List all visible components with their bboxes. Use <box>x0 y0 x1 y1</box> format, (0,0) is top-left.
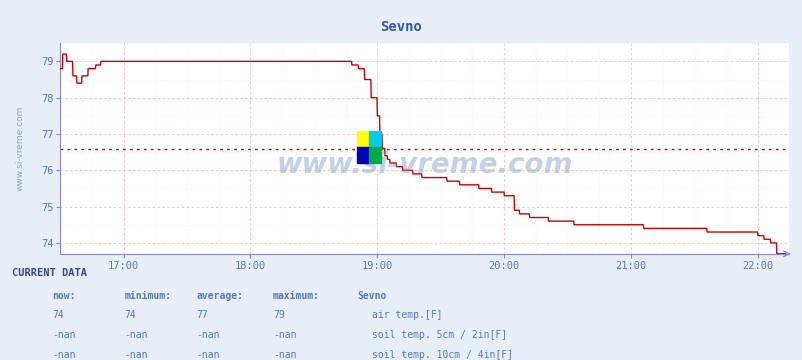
Text: www.si-vreme.com: www.si-vreme.com <box>276 151 573 179</box>
Text: 74: 74 <box>52 310 64 320</box>
Text: -nan: -nan <box>196 350 220 360</box>
Text: www.si-vreme.com: www.si-vreme.com <box>15 106 25 191</box>
Text: Sevno: Sevno <box>357 291 387 301</box>
Text: -nan: -nan <box>196 330 220 340</box>
Text: average:: average: <box>196 291 244 301</box>
Text: soil temp. 10cm / 4in[F]: soil temp. 10cm / 4in[F] <box>371 350 512 360</box>
Bar <box>357 131 369 147</box>
Text: 77: 77 <box>196 310 209 320</box>
Text: CURRENT DATA: CURRENT DATA <box>12 268 87 278</box>
Text: -nan: -nan <box>52 350 75 360</box>
Text: 74: 74 <box>124 310 136 320</box>
Text: -nan: -nan <box>52 330 75 340</box>
Text: -nan: -nan <box>273 330 296 340</box>
Text: maximum:: maximum: <box>273 291 320 301</box>
Bar <box>369 147 381 163</box>
Text: -nan: -nan <box>273 350 296 360</box>
Text: minimum:: minimum: <box>124 291 172 301</box>
Text: 79: 79 <box>273 310 285 320</box>
Text: Sevno: Sevno <box>380 20 422 34</box>
Text: now:: now: <box>52 291 75 301</box>
Bar <box>357 147 369 163</box>
Text: air temp.[F]: air temp.[F] <box>371 310 442 320</box>
Text: soil temp. 5cm / 2in[F]: soil temp. 5cm / 2in[F] <box>371 330 506 340</box>
Text: -nan: -nan <box>124 350 148 360</box>
Bar <box>369 131 381 147</box>
Text: -nan: -nan <box>124 330 148 340</box>
